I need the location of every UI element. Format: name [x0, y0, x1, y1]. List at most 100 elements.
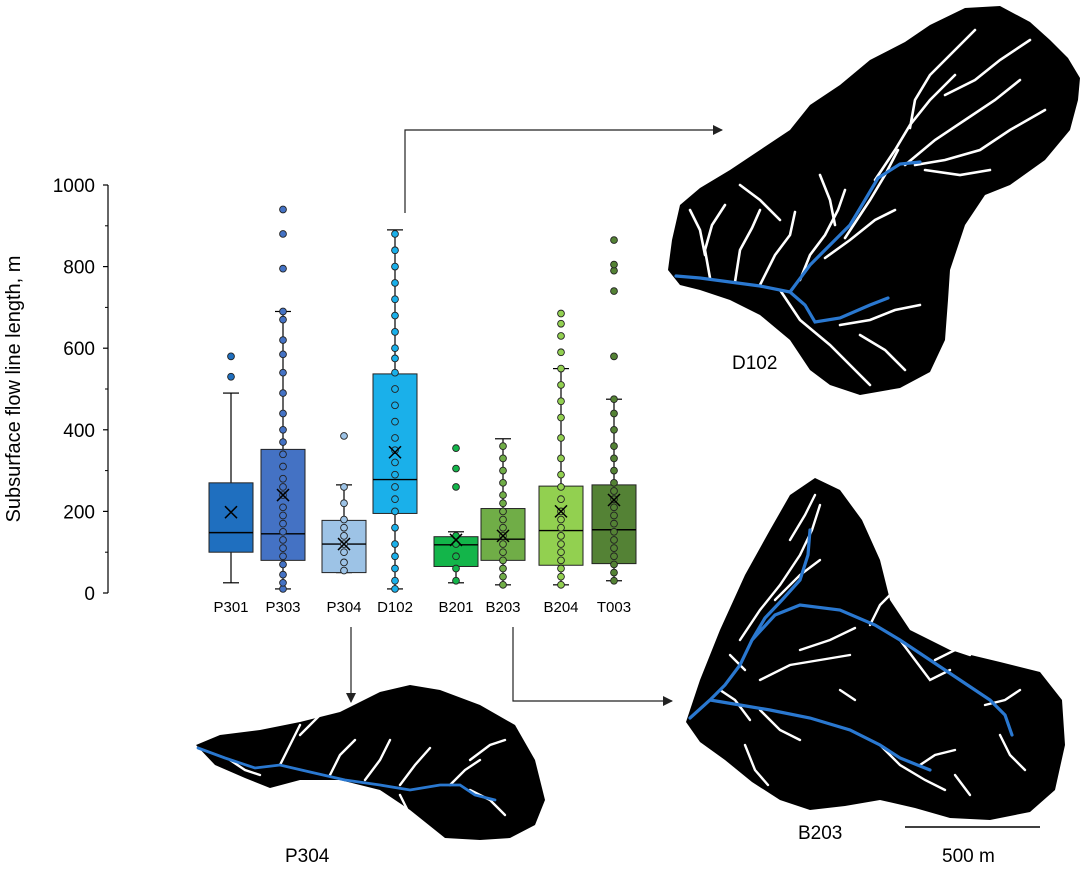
basin-p304-tributaries: [228, 703, 507, 832]
outlier-point: [279, 264, 287, 273]
data-point: [391, 495, 399, 504]
mean-marker: [388, 445, 402, 459]
data-point: [391, 540, 399, 548]
data-point: [279, 503, 287, 512]
data-point: [391, 585, 399, 593]
basin-b203-main-river: [688, 528, 1014, 772]
data-point: [340, 548, 348, 557]
data-point: [610, 503, 618, 512]
data-point: [557, 495, 565, 504]
outlier-point: [340, 432, 348, 440]
data-point: [557, 470, 565, 479]
y-tick-label: 800: [63, 258, 95, 279]
category-label: D102: [377, 599, 413, 616]
data-point: [452, 576, 460, 585]
data-point: [499, 523, 507, 532]
data-point: [610, 511, 618, 520]
data-point: [557, 580, 565, 589]
data-point: [499, 454, 507, 463]
data-point: [391, 417, 399, 426]
outlier-point: [610, 287, 618, 295]
box-p303: [260, 205, 306, 593]
data-point: [391, 523, 399, 532]
data-point: [499, 507, 507, 516]
mean-marker: [607, 493, 621, 507]
outlier-point: [279, 205, 287, 214]
data-point: [557, 454, 565, 463]
basin-d102-shape: [668, 6, 1080, 395]
data-point: [557, 381, 565, 389]
basin-d102-main-river: [674, 160, 922, 324]
data-point: [557, 434, 565, 442]
data-point: [499, 478, 507, 487]
category-labels: P301 P303 P304 D102 B201 B203 B204 T003: [213, 599, 631, 616]
data-point: [279, 570, 287, 579]
data-point: [279, 409, 287, 418]
y-ticks: 0 200 400 600 800 1000: [53, 176, 108, 605]
mean-marker: [449, 533, 463, 547]
data-point: [279, 350, 287, 359]
data-point: [279, 552, 287, 561]
y-tick-label: 200: [63, 502, 95, 523]
box-iqr: [208, 482, 254, 553]
outlier-point: [279, 230, 287, 238]
data-point: [391, 368, 399, 377]
data-point: [391, 246, 399, 255]
outlier-point: [452, 483, 460, 491]
data-point: [279, 307, 287, 316]
data-point: [557, 397, 565, 406]
data-point: [279, 544, 287, 552]
data-point: [499, 466, 507, 475]
data-point: [610, 536, 618, 544]
data-point: [391, 262, 399, 271]
data-point: [557, 548, 565, 557]
data-point: [391, 564, 399, 573]
data-point: [279, 336, 287, 344]
data-point: [499, 499, 507, 508]
data-point: [391, 344, 399, 353]
basin-d102: D102: [668, 6, 1080, 395]
data-point: [610, 544, 618, 552]
data-point: [279, 519, 287, 528]
outlier-point: [610, 260, 618, 269]
data-point: [279, 368, 287, 377]
data-point: [279, 474, 287, 483]
category-label: B204: [543, 599, 578, 616]
data-point: [279, 578, 287, 587]
data-point: [391, 434, 399, 442]
outlier-point: [610, 236, 618, 244]
data-point: [279, 438, 287, 446]
data-point: [610, 478, 618, 487]
data-point: [610, 442, 618, 450]
data-point: [557, 364, 565, 373]
outlier-point: [557, 319, 565, 328]
box-iqr: [372, 373, 418, 514]
data-point: [279, 315, 287, 324]
data-point: [340, 566, 348, 575]
outlier-point: [557, 309, 565, 318]
data-point: [391, 470, 399, 479]
data-point: [610, 576, 618, 585]
data-point: [279, 511, 287, 520]
data-point: [391, 328, 399, 336]
data-point: [557, 523, 565, 532]
data-point: [340, 515, 348, 524]
data-point: [610, 527, 618, 536]
basin-p304: P304: [196, 685, 545, 867]
data-point: [340, 558, 348, 567]
category-label: P304: [326, 599, 361, 616]
data-point: [499, 564, 507, 573]
basin-b203-tributaries: [718, 493, 1027, 797]
box-p301: [208, 352, 254, 584]
data-point: [279, 389, 287, 397]
outlier-point: [452, 444, 460, 453]
data-point: [610, 568, 618, 577]
data-point: [391, 401, 399, 410]
data-point: [391, 354, 399, 363]
data-point: [340, 499, 348, 508]
basin-b203: B203: [686, 478, 1065, 844]
data-point: [557, 413, 565, 422]
data-point: [340, 532, 348, 540]
basin-b203-shape: [686, 478, 1065, 820]
